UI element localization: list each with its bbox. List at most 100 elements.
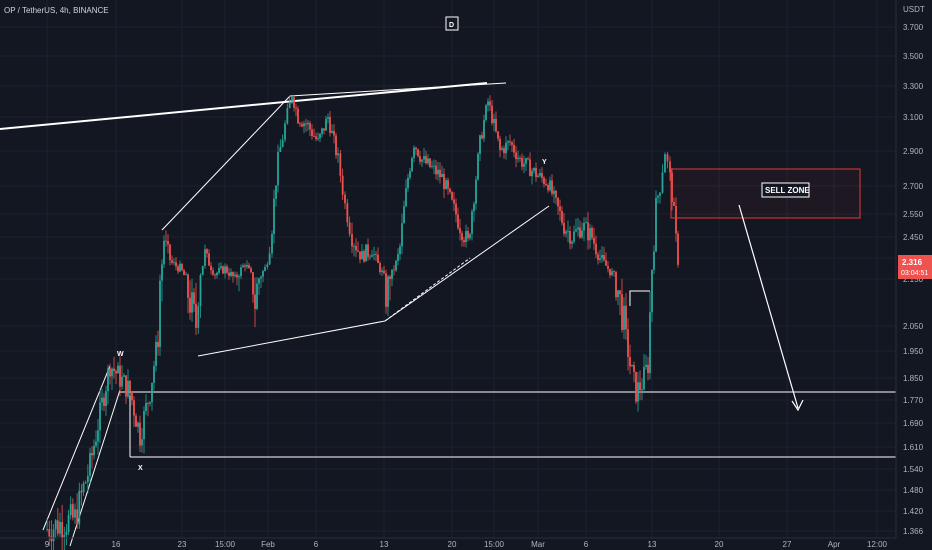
step-marker-line[interactable] xyxy=(629,290,650,306)
candle-body xyxy=(471,211,473,235)
impulse-line-inner[interactable] xyxy=(69,389,121,547)
candle-body xyxy=(78,490,81,525)
candle-body xyxy=(52,529,55,542)
sell-zone-label[interactable]: SELL ZONE xyxy=(761,182,810,198)
x-tick-label: 13 xyxy=(380,540,389,549)
candle-body xyxy=(299,123,301,125)
projection-arrow-line[interactable] xyxy=(738,204,799,409)
candle-body xyxy=(645,364,647,367)
y-tick-label: 2.050 xyxy=(903,322,924,331)
channel-right-edge[interactable] xyxy=(384,205,550,322)
candle-body xyxy=(643,366,645,390)
candle-body xyxy=(601,255,603,259)
candle-body xyxy=(609,268,611,276)
top-annotation-box[interactable]: D xyxy=(445,16,459,31)
candle-body xyxy=(230,272,232,276)
candle-body xyxy=(635,371,637,402)
candle-body xyxy=(309,122,311,130)
candle-body xyxy=(497,131,499,139)
candle-body xyxy=(137,422,139,427)
y-tick-label: 2.150 xyxy=(903,275,924,284)
candle-body xyxy=(509,141,511,143)
candle-body xyxy=(531,170,533,177)
candle-body xyxy=(197,305,200,328)
candle-body xyxy=(286,108,289,124)
candle-body xyxy=(80,490,83,493)
y-tick-label: 1.540 xyxy=(903,465,924,474)
y-tick-label: 1.850 xyxy=(903,374,924,383)
candle-body xyxy=(76,509,79,525)
candle-body xyxy=(228,272,230,276)
candle-body xyxy=(595,243,597,255)
candle-body xyxy=(623,305,625,330)
candle-body xyxy=(633,365,635,372)
candle-body xyxy=(216,272,218,276)
candle-body xyxy=(603,255,605,261)
candle-body xyxy=(109,368,111,377)
candle-body xyxy=(159,280,161,348)
candle-body xyxy=(545,184,547,186)
channel-bottom-line[interactable] xyxy=(197,320,386,357)
candle-body xyxy=(117,365,119,374)
candle-body xyxy=(553,190,555,194)
candle-body xyxy=(54,520,57,530)
projection-arrowhead[interactable] xyxy=(791,399,804,412)
channel-left-edge[interactable] xyxy=(161,95,291,231)
candle-body xyxy=(59,521,61,534)
candle-body xyxy=(593,237,595,244)
price-countdown: 03:04:51 xyxy=(901,270,928,277)
candle-body xyxy=(613,271,615,272)
candle-body xyxy=(617,290,619,298)
x-tick-label: 20 xyxy=(715,540,724,549)
wave-w-label: W xyxy=(117,351,124,358)
candle-body xyxy=(63,535,66,539)
candle-body xyxy=(433,165,435,167)
candle-body xyxy=(547,185,549,191)
impulse-line-outer[interactable] xyxy=(42,365,111,531)
candle-body xyxy=(575,229,577,232)
x-tick-label: 27 xyxy=(783,540,792,549)
upper-channel-line[interactable] xyxy=(289,82,507,97)
candle-body xyxy=(346,203,349,223)
trendline-drawings[interactable] xyxy=(0,82,896,547)
candle-body xyxy=(321,128,323,134)
candle-body xyxy=(569,230,571,244)
candle-body xyxy=(503,148,505,154)
candle-body xyxy=(91,452,93,456)
candle-body xyxy=(93,445,95,456)
y-tick-label: 2.450 xyxy=(903,233,924,242)
candle-body xyxy=(279,147,282,152)
candle-body xyxy=(264,266,266,271)
candle-body xyxy=(157,341,159,348)
long-trendline[interactable] xyxy=(0,100,296,130)
symbol-title: OP / TetherUS, 4h, BINANCE xyxy=(4,6,109,15)
candle-body xyxy=(177,266,179,272)
candle-body xyxy=(647,364,649,374)
candle-body xyxy=(425,156,427,164)
candle-body xyxy=(373,254,375,256)
candle-body xyxy=(48,529,51,537)
candle-body xyxy=(135,415,137,427)
candle-body xyxy=(567,230,569,232)
candle-body xyxy=(419,156,421,162)
candle-body xyxy=(277,151,279,186)
top-annotation-frame xyxy=(445,16,459,31)
dashed-support-line[interactable] xyxy=(384,257,471,322)
candle-body xyxy=(105,391,107,406)
candle-body xyxy=(201,265,204,276)
candle-body xyxy=(453,199,455,204)
candle-body xyxy=(252,272,254,295)
candle-body xyxy=(549,180,551,191)
candle-body xyxy=(483,120,485,139)
candle-body xyxy=(210,265,212,271)
candle-body xyxy=(95,441,97,446)
candle-body xyxy=(651,269,653,313)
annotation-drawings[interactable] xyxy=(629,168,861,412)
candle-body xyxy=(399,246,401,255)
candle-body xyxy=(313,136,315,137)
candle-body xyxy=(385,273,387,307)
candle-body xyxy=(557,197,559,207)
y-tick-label: 1.950 xyxy=(903,347,924,356)
